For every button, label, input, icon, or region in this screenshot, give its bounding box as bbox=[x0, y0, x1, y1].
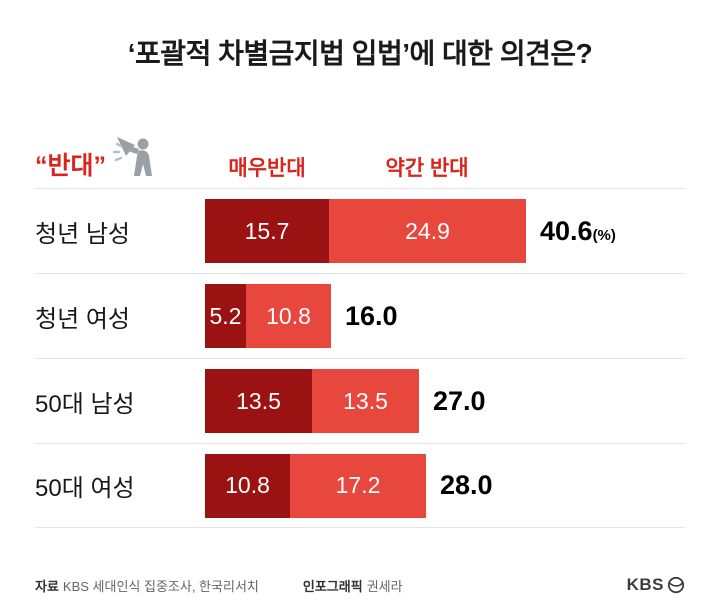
source-label: 자료 bbox=[35, 578, 59, 594]
segment-value: 13.5 bbox=[236, 387, 281, 414]
category-label: 50대 남성 bbox=[35, 390, 135, 418]
kbs-logo-text: KBS bbox=[626, 575, 664, 594]
category-label: 청년 여성 bbox=[35, 305, 130, 333]
bar-track: 5.2 10.8 16.0 bbox=[205, 284, 685, 348]
total-value: 16.0 bbox=[345, 300, 398, 331]
bar-row-50s-men: 50대 남성 13.5 13.5 27.0 bbox=[35, 358, 685, 443]
bar-segment-mild: 17.2 bbox=[290, 453, 426, 518]
bar-segment-strong: 13.5 bbox=[205, 369, 312, 433]
total-value: 27.0 bbox=[433, 385, 486, 416]
credit-label: 인포그래픽 bbox=[302, 578, 363, 594]
bar-segment-mild: 10.8 bbox=[246, 284, 331, 348]
bar-track: 15.7 24.9 40.6(%) bbox=[205, 199, 685, 263]
total-value: 28.0 bbox=[440, 470, 493, 500]
legend-mild-oppose: 약간 반대 bbox=[385, 157, 469, 180]
chart-header: “반대” bbox=[35, 130, 685, 188]
bar-segment-mild: 24.9 bbox=[329, 199, 526, 263]
bar-row-50s-women: 50대 여성 10.8 17.2 28.0 bbox=[35, 443, 685, 528]
legend-area: 매우반대 약간 반대 bbox=[205, 130, 685, 179]
page-title: ‘포괄적 차별금지법 입법’에 대한 의견은? bbox=[127, 38, 593, 69]
segment-value: 17.2 bbox=[335, 472, 381, 498]
segment-value: 13.5 bbox=[343, 387, 388, 414]
category-label: 청년 남성 bbox=[35, 220, 130, 248]
bar-row-young-men: 청년 남성 15.7 24.9 40.6(%) bbox=[35, 188, 685, 273]
bar-segment-strong: 15.7 bbox=[205, 199, 329, 263]
segment-value: 10.8 bbox=[225, 472, 270, 498]
stacked-bar-chart: “반대” bbox=[35, 130, 685, 528]
source-text: KBS 세대인식 집중조사, 한국리서치 bbox=[62, 578, 259, 594]
credit-note: 인포그래픽 권세라 bbox=[303, 576, 403, 595]
segment-value: 5.2 bbox=[209, 302, 242, 329]
legend-strong-oppose: 매우반대 bbox=[228, 157, 306, 180]
category-label: 50대 여성 bbox=[35, 475, 135, 502]
stance-header: “반대” bbox=[35, 132, 205, 179]
kbs-logo: KBS bbox=[627, 575, 685, 595]
credit-text: 권세라 bbox=[366, 578, 403, 594]
bar-segment-strong: 5.2 bbox=[205, 284, 246, 348]
stance-label: “반대” bbox=[35, 152, 107, 180]
source-note: 자료 KBS 세대인식 집중조사, 한국리서치 bbox=[35, 576, 259, 595]
kbs-globe-icon bbox=[667, 576, 685, 594]
bar-segment-strong: 10.8 bbox=[205, 453, 290, 518]
segment-value: 24.9 bbox=[405, 217, 450, 244]
megaphone-person-icon bbox=[112, 132, 164, 183]
bar-row-young-women: 청년 여성 5.2 10.8 16.0 bbox=[35, 273, 685, 358]
segment-value: 10.8 bbox=[266, 302, 311, 329]
bar-track: 10.8 17.2 28.0 bbox=[205, 453, 685, 518]
segment-value: 15.7 bbox=[244, 217, 290, 244]
bar-segment-mild: 13.5 bbox=[312, 369, 419, 433]
percent-suffix: (%) bbox=[592, 226, 616, 244]
footer: 자료 KBS 세대인식 집중조사, 한국리서치 인포그래픽 권세라 KBS bbox=[35, 575, 685, 595]
total-value: 40.6(%) bbox=[540, 215, 616, 246]
bar-track: 13.5 13.5 27.0 bbox=[205, 369, 685, 433]
